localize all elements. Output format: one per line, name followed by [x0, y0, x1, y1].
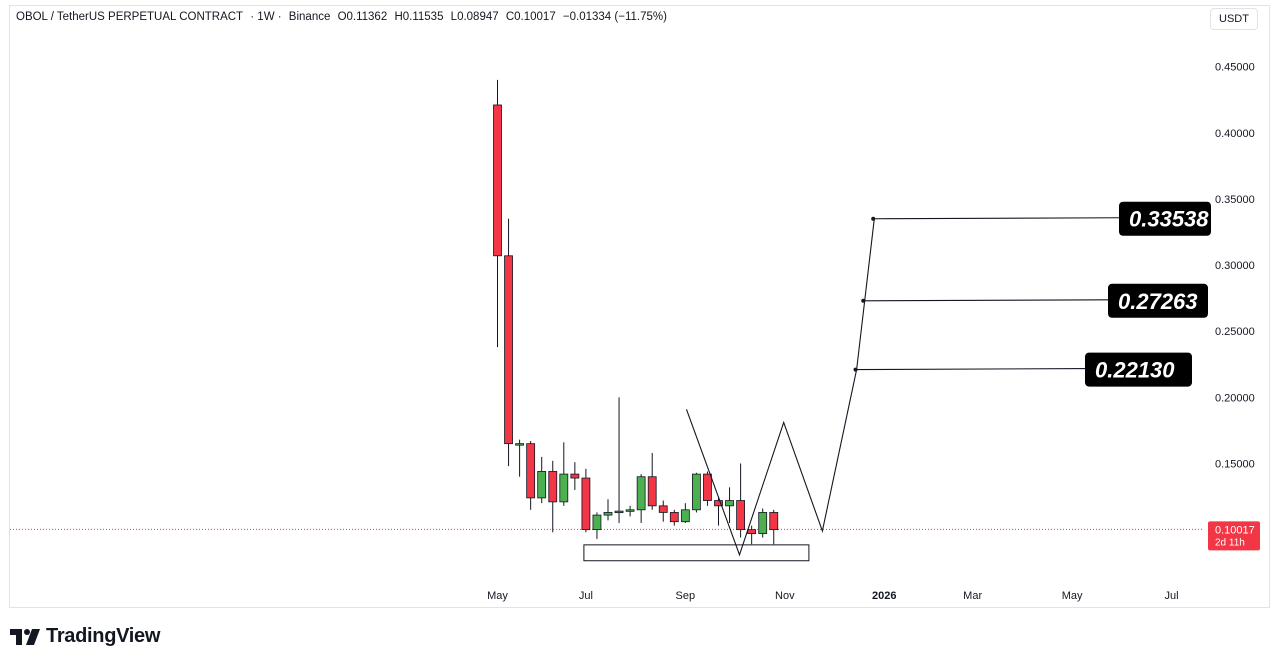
y-tick-label: 0.25000: [1215, 326, 1255, 338]
x-tick-label: 2026: [872, 590, 896, 602]
x-tick-label: May: [487, 590, 508, 602]
candle: [769, 509, 779, 545]
candle: [725, 487, 734, 524]
price-tag-box: [1208, 521, 1260, 551]
target-label-box: [1108, 283, 1208, 318]
candle-body: [714, 500, 723, 507]
candle: [736, 463, 745, 538]
x-tick-label: May: [1062, 590, 1083, 602]
candle-body: [592, 514, 602, 531]
candle-body: [493, 104, 502, 257]
target-label-box: [1085, 352, 1192, 387]
candle: [504, 218, 513, 467]
candle: [548, 460, 558, 533]
candle-body: [581, 477, 591, 531]
candle: [714, 496, 723, 526]
change-value: −0.01334 (−11.75%): [562, 11, 667, 23]
chart-frame: [9, 5, 1270, 608]
y-tick-label: 0.40000: [1215, 128, 1255, 140]
target-label: 0.27263: [1118, 289, 1198, 314]
candle: [515, 439, 524, 477]
x-tick-label: Nov: [775, 590, 795, 602]
symbol-name[interactable]: OBOL / TetherUS PERPETUAL CONTRACT: [16, 11, 244, 23]
target-anchor-dot: [871, 216, 876, 221]
support-box: [583, 544, 810, 562]
candle: [703, 471, 712, 506]
high-value: H0.11535: [394, 11, 444, 23]
target-line: [863, 299, 1111, 302]
candle: [636, 474, 646, 524]
price-chart[interactable]: 0.45000 0.40000 0.35000 0.30000 0.25000 0.200…: [0, 0, 1280, 610]
target-label-box: [1119, 201, 1211, 236]
candle-body: [636, 476, 646, 511]
candle-body: [647, 476, 657, 507]
y-tick-label: 0.20000: [1215, 392, 1255, 404]
candle: [658, 500, 668, 522]
candle-body: [669, 512, 679, 523]
y-tick-label: 0.35000: [1215, 194, 1255, 206]
x-tick-label: Jul: [579, 590, 593, 602]
interval-label[interactable]: · 1W ·: [250, 11, 282, 23]
target-anchor-dot: [853, 367, 858, 372]
candle-body: [570, 473, 580, 479]
candle-body: [703, 473, 712, 501]
candle-body: [537, 471, 547, 499]
y-tick-label: 0.45000: [1215, 62, 1255, 74]
price-tag-value: 0.10017: [1215, 524, 1255, 536]
target-line: [873, 217, 1122, 220]
open-value: O0.11362: [337, 11, 388, 23]
candle-body: [680, 509, 690, 523]
candle-body: [548, 471, 558, 503]
candle-body: [725, 500, 734, 507]
candle: [493, 79, 502, 348]
x-tick-label: Jul: [1165, 590, 1179, 602]
candle: [592, 512, 602, 539]
candle-body: [692, 473, 701, 511]
candle: [647, 452, 657, 510]
candle: [680, 503, 690, 524]
close-value: C0.10017: [505, 11, 556, 23]
tradingview-logo[interactable]: TradingView: [10, 625, 160, 648]
candle: [570, 462, 580, 490]
candle: [758, 508, 768, 538]
candle-body: [526, 443, 536, 499]
candle-body: [625, 509, 635, 512]
target-label: 0.33538: [1129, 207, 1209, 232]
x-tick-label: Sep: [676, 590, 696, 602]
target-anchor-dot: [861, 298, 866, 303]
tradingview-logo-icon: [10, 628, 40, 645]
candle: [526, 441, 536, 510]
candle-body: [747, 529, 757, 535]
target-line: [855, 368, 1088, 371]
y-tick-label: 0.15000: [1215, 459, 1255, 471]
candle-body: [658, 505, 668, 513]
candle: [581, 468, 591, 533]
candle: [559, 442, 569, 506]
candle-body: [736, 500, 745, 531]
candle: [625, 505, 635, 517]
low-value: L0.08947: [450, 11, 499, 23]
candle-body: [758, 512, 768, 535]
candle-body: [614, 510, 624, 514]
candle-body: [559, 473, 569, 503]
symbol-header: OBOL / TetherUS PERPETUAL CONTRACT · 1W …: [16, 11, 671, 23]
projection-path: [685, 218, 875, 557]
x-tick-label: Mar: [963, 590, 982, 602]
target-label: 0.22130: [1095, 358, 1175, 383]
candle: [669, 509, 679, 526]
y-tick-label: 0.30000: [1215, 260, 1255, 272]
candle: [692, 472, 701, 513]
candle: [614, 397, 624, 524]
candle: [537, 456, 547, 504]
candle-body: [515, 443, 524, 446]
price-tag-countdown: 2d 11h: [1215, 537, 1245, 548]
currency-button[interactable]: USDT: [1210, 8, 1258, 30]
candle-body: [603, 512, 613, 516]
exchange-label: Binance: [288, 11, 331, 23]
candle-body: [769, 512, 779, 531]
tradingview-wordmark: TradingView: [46, 625, 161, 647]
candle: [603, 499, 613, 521]
candle-body: [504, 255, 513, 445]
